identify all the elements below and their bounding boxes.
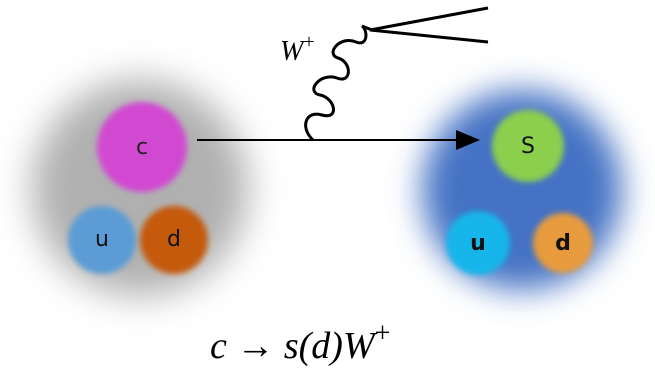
particle-label: u [95, 227, 109, 252]
particle-label: S [521, 134, 535, 159]
decay-line [370, 8, 488, 30]
particle-label: u [470, 231, 486, 256]
particle-label: d [555, 231, 571, 256]
boson-symbol: W [280, 36, 306, 67]
boson-charge: + [303, 31, 314, 53]
particle-label: c [136, 135, 148, 160]
boson-label: W+ [280, 31, 315, 67]
diagram: c u d S u d W+ c → s(d)W+ [0, 0, 655, 375]
equation-superscript: + [375, 318, 391, 349]
decay-line [370, 30, 488, 42]
w-boson [306, 26, 372, 140]
particle-label: d [167, 227, 181, 252]
equation: c → s(d)W+ [210, 318, 390, 367]
equation-main: c → s(d)W [210, 325, 378, 367]
